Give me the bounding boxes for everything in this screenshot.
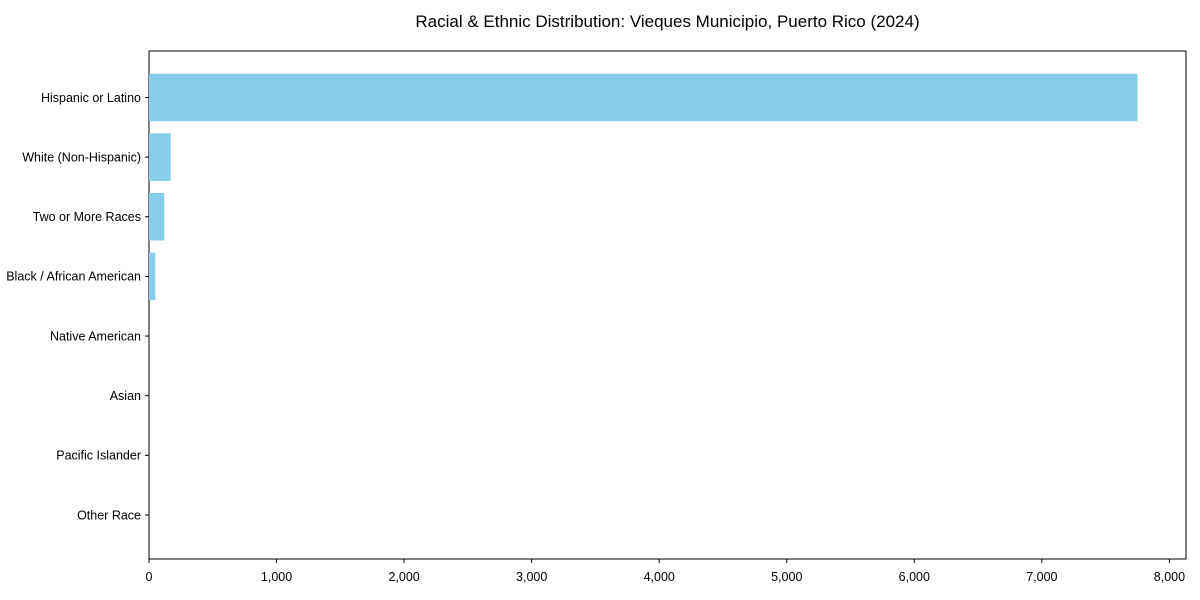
y-axis-label: Hispanic or Latino <box>41 91 141 105</box>
y-axis-label: Pacific Islander <box>56 449 141 463</box>
x-axis-tick-label: 3,000 <box>516 570 547 584</box>
x-axis-tick-label: 5,000 <box>771 570 802 584</box>
y-axis-label: Black / African American <box>6 270 141 284</box>
plot-border <box>148 50 1187 560</box>
x-axis-tick-label: 0 <box>146 570 153 584</box>
x-axis-tick-label: 8,000 <box>1154 570 1185 584</box>
chart-title: Racial & Ethnic Distribution: Vieques Mu… <box>415 12 920 31</box>
y-axis-label: Native American <box>50 329 141 343</box>
x-axis-tick-label: 7,000 <box>1026 570 1057 584</box>
bar-black-african-american <box>149 252 156 301</box>
y-axis-label: White (Non-Hispanic) <box>22 150 141 164</box>
y-axis-label: Asian <box>110 389 141 403</box>
bar-hispanic-or-latino <box>149 73 1138 122</box>
x-axis-tick-label: 2,000 <box>388 570 419 584</box>
x-axis-tick-label: 1,000 <box>261 570 292 584</box>
x-axis-tick-label: 6,000 <box>899 570 930 584</box>
bar-two-or-more-races <box>149 193 165 241</box>
y-axis-label: Other Race <box>77 508 141 522</box>
bar-white-non-hispanic <box>149 133 171 181</box>
y-axis-label: Two or More Races <box>33 210 141 224</box>
x-axis-tick-label: 4,000 <box>644 570 675 584</box>
